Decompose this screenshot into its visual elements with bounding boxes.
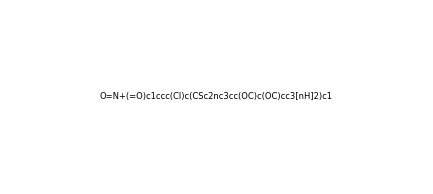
Text: O=N+(=O)c1ccc(Cl)c(CSc2nc3cc(OC)c(OC)cc3[nH]2)c1: O=N+(=O)c1ccc(Cl)c(CSc2nc3cc(OC)c(OC)cc3… bbox=[100, 93, 333, 101]
